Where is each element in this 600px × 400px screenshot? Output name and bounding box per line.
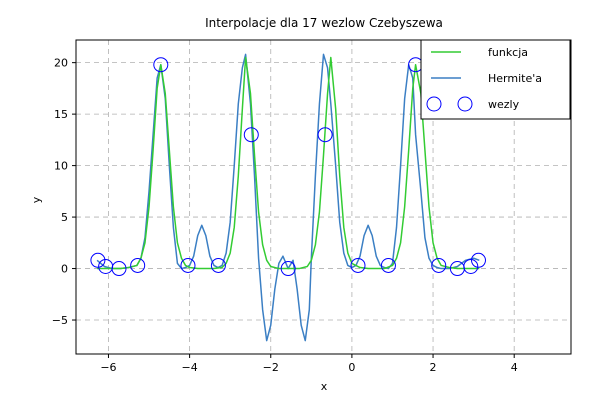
y-tick-label: −5	[52, 314, 68, 327]
legend-label-funkcja: funkcja	[488, 46, 528, 59]
x-axis-label: x	[321, 380, 328, 393]
node-marker	[153, 57, 169, 73]
x-tick-label: 4	[511, 361, 518, 374]
node-marker	[111, 261, 127, 277]
x-tick-label: 0	[348, 361, 355, 374]
x-tick-label: −6	[100, 361, 116, 374]
legend: funkcja Hermite'a wezly	[420, 39, 571, 120]
legend-label-wezly: wezly	[488, 98, 520, 111]
node-marker	[463, 258, 479, 274]
series-line-funkcja	[97, 56, 480, 270]
node-marker	[280, 261, 296, 277]
node-marker	[90, 252, 106, 268]
x-tick-label: −4	[181, 361, 197, 374]
node-marker	[470, 252, 486, 268]
node-marker	[317, 127, 333, 143]
legend-marker-wezly-1	[426, 96, 442, 112]
legend-box	[420, 39, 571, 120]
y-axis-label: y	[30, 196, 43, 203]
node-marker	[380, 257, 396, 273]
x-tick-label: −2	[263, 361, 279, 374]
plot-area	[90, 53, 486, 342]
node-marker	[130, 257, 146, 273]
series-line-hermite	[96, 53, 480, 342]
legend-marker-wezly-2	[457, 96, 473, 112]
y-tick-label: 5	[61, 211, 68, 224]
y-tick-label: 0	[61, 263, 68, 276]
axis-ticks: −6 −4 −2 0 2 4 −5 0 5 10 15 20	[52, 57, 518, 374]
y-tick-label: 20	[54, 57, 68, 70]
node-marker	[431, 257, 447, 273]
node-marker	[180, 257, 196, 273]
y-tick-label: 15	[54, 108, 68, 121]
chart-title: Interpolacje dla 17 wezlow Czebyszewa	[205, 16, 443, 30]
legend-label-hermite: Hermite'a	[488, 72, 542, 85]
y-tick-label: 10	[54, 160, 68, 173]
plot-frame	[75, 39, 572, 355]
node-marker	[350, 257, 366, 273]
node-marker	[243, 127, 259, 143]
grid	[76, 40, 571, 354]
node-marker	[210, 257, 226, 273]
x-tick-label: 2	[430, 361, 437, 374]
